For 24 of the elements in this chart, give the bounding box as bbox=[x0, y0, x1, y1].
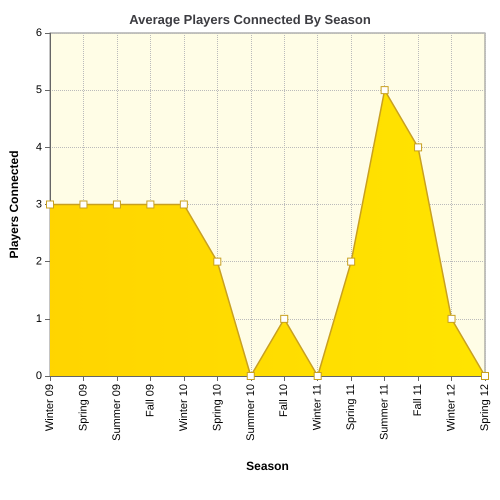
y-tick-label: 0 bbox=[36, 370, 42, 382]
x-tick-label: Spring 12 bbox=[479, 384, 491, 432]
y-tick-label: 5 bbox=[36, 84, 42, 96]
x-tick-label: Spring 09 bbox=[77, 384, 90, 432]
chart-title: Average Players Connected By Season bbox=[129, 12, 371, 27]
x-tick-label: Fall 11 bbox=[412, 384, 424, 416]
x-tick-label: Winter 12 bbox=[446, 384, 458, 432]
y-tick-label: 3 bbox=[36, 198, 42, 210]
y-tick-label: 6 bbox=[36, 27, 42, 39]
x-tick-label: Summer 10 bbox=[244, 384, 257, 441]
x-tick-label: Fall 09 bbox=[144, 384, 156, 418]
x-tick-label: Summer 09 bbox=[110, 384, 123, 441]
y-tick-label: 4 bbox=[36, 141, 42, 154]
x-tick-label: Summer 11 bbox=[378, 384, 391, 440]
y-axis-title: Players Connected bbox=[7, 150, 21, 259]
x-tick-label: Winter 10 bbox=[178, 384, 190, 432]
y-tick-label: 1 bbox=[36, 312, 42, 325]
x-tick-label: Winter 11 bbox=[312, 384, 324, 430]
x-tick-label: Fall 10 bbox=[278, 384, 290, 418]
y-tick-label: 2 bbox=[36, 256, 42, 268]
x-axis-title: Season bbox=[246, 459, 289, 473]
x-tick-label: Winter 09 bbox=[44, 384, 56, 432]
x-tick-label: Spring 11 bbox=[345, 384, 358, 430]
x-tick-label: Spring 10 bbox=[211, 384, 224, 432]
